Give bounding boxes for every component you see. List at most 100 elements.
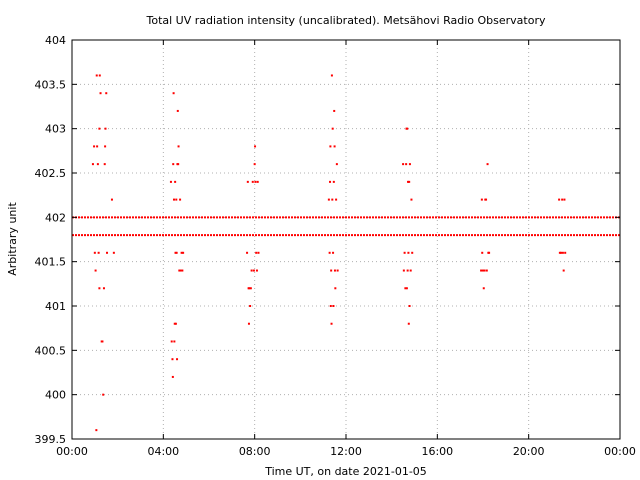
y-tick-label: 400 — [45, 389, 66, 402]
data-point — [95, 429, 98, 432]
data-point — [332, 251, 335, 254]
data-point — [175, 198, 178, 201]
data-point — [246, 251, 249, 254]
data-point — [406, 127, 409, 130]
data-point — [482, 269, 484, 272]
data-point — [246, 180, 249, 183]
data-point — [562, 269, 565, 272]
data-point — [561, 198, 564, 201]
data-point — [176, 109, 179, 112]
data-point — [480, 198, 483, 201]
data-point — [485, 269, 488, 272]
data-point — [336, 269, 339, 272]
y-axis-label: Arbitrary unit — [6, 202, 19, 276]
data-point — [407, 251, 410, 254]
x-tick-label: 00:00 — [56, 445, 88, 458]
data-point — [171, 375, 174, 378]
data-point — [404, 287, 407, 290]
data-point — [249, 287, 252, 290]
data-point — [169, 180, 172, 183]
data-point — [102, 287, 105, 290]
data-point — [105, 92, 108, 95]
data-point — [331, 198, 334, 201]
data-point — [173, 322, 176, 325]
data-point — [255, 269, 258, 272]
data-point — [486, 163, 489, 166]
chart-title: Total UV radiation intensity (uncalibrat… — [146, 14, 546, 27]
data-point — [255, 251, 258, 254]
data-point — [408, 180, 411, 183]
data-point — [558, 251, 561, 254]
data-point — [177, 145, 180, 148]
data-point — [180, 251, 183, 254]
y-tick-label: 403 — [45, 123, 66, 136]
data-point — [98, 127, 101, 130]
data-point — [103, 163, 106, 166]
data-point — [256, 180, 259, 183]
data-point — [102, 393, 105, 396]
data-point — [170, 340, 173, 343]
x-tick-label: 16:00 — [421, 445, 453, 458]
data-point — [253, 163, 256, 166]
data-point — [407, 322, 410, 325]
data-point — [173, 340, 176, 343]
data-point — [403, 251, 406, 254]
data-point — [481, 251, 484, 254]
data-point — [488, 251, 491, 254]
data-point — [410, 198, 413, 201]
data-point — [561, 251, 564, 254]
data-point — [402, 269, 405, 272]
data-point — [248, 287, 251, 290]
y-tick-label: 402.5 — [35, 167, 67, 180]
y-tick-label: 403.5 — [35, 78, 67, 91]
data-point — [172, 198, 175, 201]
data-point — [257, 251, 260, 254]
data-point — [106, 251, 109, 254]
y-tick-label: 404 — [45, 34, 66, 47]
x-tick-labels: 00:00 04:00 08:00 12:00 16:00 20:00 00:00 — [56, 445, 636, 458]
x-tick-label: 20:00 — [513, 445, 545, 458]
data-point — [172, 163, 175, 166]
data-point — [112, 251, 115, 254]
data-point — [172, 92, 175, 95]
data-point — [327, 198, 330, 201]
data-point — [174, 322, 177, 325]
data-point — [252, 269, 255, 272]
data-point — [250, 269, 253, 272]
x-tick-label: 00:00 — [604, 445, 636, 458]
data-point — [405, 287, 408, 290]
data-point — [407, 180, 410, 183]
data-point — [330, 322, 333, 325]
data-point — [247, 322, 250, 325]
data-point — [329, 305, 332, 307]
data-point — [254, 145, 257, 148]
data-point — [104, 127, 107, 130]
y-tick-label: 401.5 — [35, 256, 67, 269]
data-point — [334, 287, 337, 290]
data-point — [409, 269, 412, 272]
data-point — [333, 145, 336, 148]
data-point — [331, 127, 334, 130]
data-point — [104, 145, 107, 148]
data-point — [329, 180, 332, 183]
data-point — [408, 305, 411, 307]
data-point — [174, 251, 177, 254]
data-point — [330, 269, 333, 272]
data-point — [96, 163, 99, 166]
data-point — [482, 287, 485, 290]
data-point — [174, 180, 177, 183]
data-point — [335, 198, 338, 201]
y-tick-label: 399.5 — [35, 433, 67, 446]
data-point — [329, 145, 332, 148]
data-point — [411, 251, 414, 254]
data-point — [171, 358, 174, 361]
data-point — [408, 163, 411, 166]
data-point — [94, 269, 97, 272]
data-point — [405, 163, 408, 166]
data-point — [178, 269, 181, 272]
data-point — [328, 251, 331, 254]
y-tick-labels: 399.5 400 400.5 401 401.5 402 402.5 403 403.5 404 — [35, 34, 67, 446]
data-point — [176, 358, 179, 361]
data-point — [249, 305, 252, 307]
